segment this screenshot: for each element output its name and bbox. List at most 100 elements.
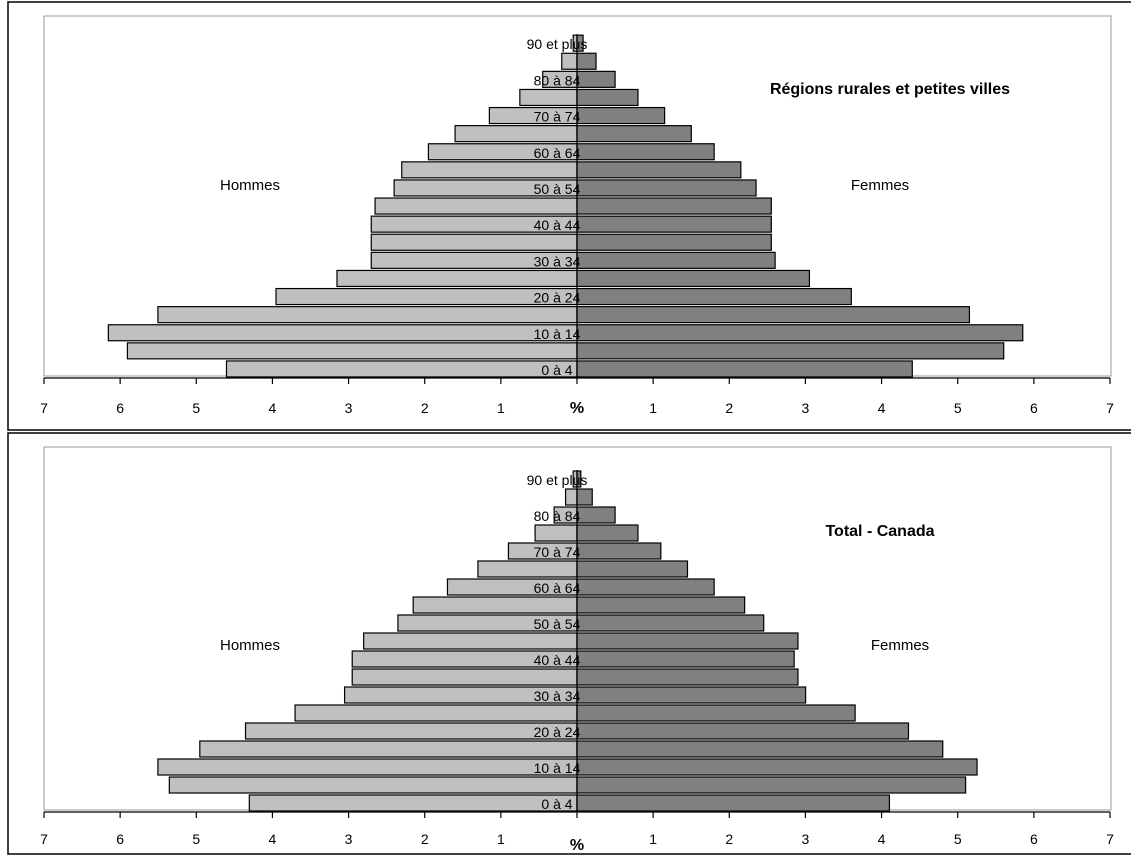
bar-femmes bbox=[576, 632, 799, 650]
bar-hommes bbox=[401, 161, 578, 179]
bar-femmes bbox=[576, 650, 795, 668]
x-axis: 7 6 5 4 3 2 1 1 2 3 4 5 6 7 bbox=[40, 34, 1114, 416]
bar-hommes bbox=[454, 125, 578, 143]
bar-hommes bbox=[157, 306, 578, 324]
bar-femmes bbox=[576, 722, 910, 740]
bar-femmes bbox=[576, 560, 689, 578]
x-tick-label: 7 bbox=[1106, 831, 1114, 847]
left-series-label: Hommes bbox=[220, 637, 280, 654]
bar-hommes bbox=[199, 740, 578, 758]
x-tick-label: 6 bbox=[116, 831, 124, 847]
bar-femmes bbox=[576, 704, 856, 722]
category-label: 30 à 34 bbox=[534, 253, 581, 269]
bars-layer bbox=[107, 34, 1024, 378]
bar-femmes bbox=[576, 758, 978, 776]
bar-hommes bbox=[168, 776, 578, 794]
bar-hommes bbox=[336, 269, 578, 288]
x-tick-label: 4 bbox=[269, 831, 277, 847]
category-label: 50 à 54 bbox=[534, 181, 581, 197]
bar-hommes bbox=[374, 197, 578, 215]
bar-femmes bbox=[576, 88, 639, 107]
x-tick-label: 1 bbox=[649, 400, 657, 416]
x-tick-label: 4 bbox=[878, 400, 886, 416]
x-tick-label: 3 bbox=[802, 400, 810, 416]
bar-femmes bbox=[576, 794, 891, 812]
category-label: 10 à 14 bbox=[534, 326, 581, 342]
bar-femmes bbox=[576, 233, 772, 251]
category-label: 60 à 64 bbox=[534, 580, 581, 596]
chart-title: Régions rurales et petites villes bbox=[770, 81, 1010, 98]
x-tick-label: 3 bbox=[345, 400, 353, 416]
bar-femmes bbox=[576, 686, 807, 704]
x-tick-label: 7 bbox=[40, 400, 48, 416]
category-label: 40 à 44 bbox=[534, 217, 581, 233]
x-tick-label: 2 bbox=[725, 831, 733, 847]
category-label: 0 à 4 bbox=[541, 796, 572, 812]
bar-femmes bbox=[576, 342, 1005, 360]
category-label: 20 à 24 bbox=[534, 290, 581, 306]
bar-femmes bbox=[576, 542, 662, 560]
bar-femmes bbox=[576, 197, 772, 215]
x-tick-label: 5 bbox=[192, 400, 200, 416]
bar-femmes bbox=[576, 269, 811, 288]
chart-rural-small-towns: 0 à 4 10 à 14 20 à 24 30 à 34 40 à 44 50 à 54… bbox=[7, 1, 1131, 431]
bar-hommes bbox=[412, 596, 578, 614]
chart-total-canada: 0 à 4 10 à 14 20 à 24 30 à 34 40 à 44 50 à 54… bbox=[7, 432, 1131, 855]
bar-hommes bbox=[157, 758, 578, 776]
category-label: 80 à 84 bbox=[534, 508, 581, 524]
bar-hommes bbox=[126, 342, 578, 360]
category-label: 30 à 34 bbox=[534, 688, 581, 704]
x-tick-label: 3 bbox=[345, 831, 353, 847]
x-tick-label: 1 bbox=[649, 831, 657, 847]
bar-hommes bbox=[107, 324, 578, 342]
bar-femmes bbox=[576, 668, 799, 686]
x-tick-label: 1 bbox=[497, 400, 505, 416]
x-axis-unit: % bbox=[570, 400, 584, 417]
bar-hommes bbox=[294, 704, 578, 722]
bar-femmes bbox=[576, 106, 666, 125]
category-label: 70 à 74 bbox=[534, 109, 581, 125]
bar-femmes bbox=[576, 125, 692, 143]
x-tick-label: 7 bbox=[1106, 400, 1114, 416]
bar-hommes bbox=[363, 632, 578, 650]
x-tick-label: 2 bbox=[421, 831, 429, 847]
category-label: 90 et plus bbox=[527, 472, 588, 488]
chart-title: Total - Canada bbox=[825, 523, 934, 540]
bar-femmes bbox=[576, 740, 944, 758]
bar-femmes bbox=[576, 324, 1024, 342]
category-labels: 0 à 4 10 à 14 20 à 24 30 à 34 40 à 44 50 à 54… bbox=[527, 472, 588, 812]
bar-femmes bbox=[576, 776, 967, 794]
category-label: 70 à 74 bbox=[534, 544, 581, 560]
category-labels: 0 à 4 10 à 14 20 à 24 30 à 34 40 à 44 50 à 54… bbox=[527, 36, 588, 378]
category-label: 50 à 54 bbox=[534, 616, 581, 632]
bar-hommes bbox=[225, 360, 578, 378]
bars-layer bbox=[157, 470, 978, 812]
category-label: 60 à 64 bbox=[534, 145, 581, 161]
x-axis-unit: % bbox=[570, 837, 584, 854]
bar-femmes bbox=[576, 360, 913, 378]
bar-femmes bbox=[576, 488, 593, 506]
bar-femmes bbox=[576, 596, 746, 614]
bar-hommes bbox=[477, 560, 578, 578]
bar-femmes bbox=[576, 614, 765, 632]
category-label: 80 à 84 bbox=[534, 72, 581, 88]
left-series-label: Hommes bbox=[220, 177, 280, 194]
bar-femmes bbox=[576, 506, 616, 524]
x-tick-label: 2 bbox=[725, 400, 733, 416]
x-tick-label: 5 bbox=[192, 831, 200, 847]
category-label: 40 à 44 bbox=[534, 652, 581, 668]
category-label: 10 à 14 bbox=[534, 760, 581, 776]
bar-femmes bbox=[576, 179, 757, 197]
x-tick-label: 1 bbox=[497, 831, 505, 847]
x-tick-label: 7 bbox=[40, 831, 48, 847]
x-tick-label: 6 bbox=[116, 400, 124, 416]
bar-hommes bbox=[564, 488, 578, 506]
bar-hommes bbox=[370, 233, 578, 251]
bar-femmes bbox=[576, 578, 715, 596]
x-tick-label: 4 bbox=[269, 400, 277, 416]
bar-femmes bbox=[576, 287, 852, 306]
category-label: 0 à 4 bbox=[541, 362, 572, 378]
bar-hommes bbox=[561, 52, 578, 70]
category-label: 20 à 24 bbox=[534, 724, 581, 740]
x-tick-label: 2 bbox=[421, 400, 429, 416]
